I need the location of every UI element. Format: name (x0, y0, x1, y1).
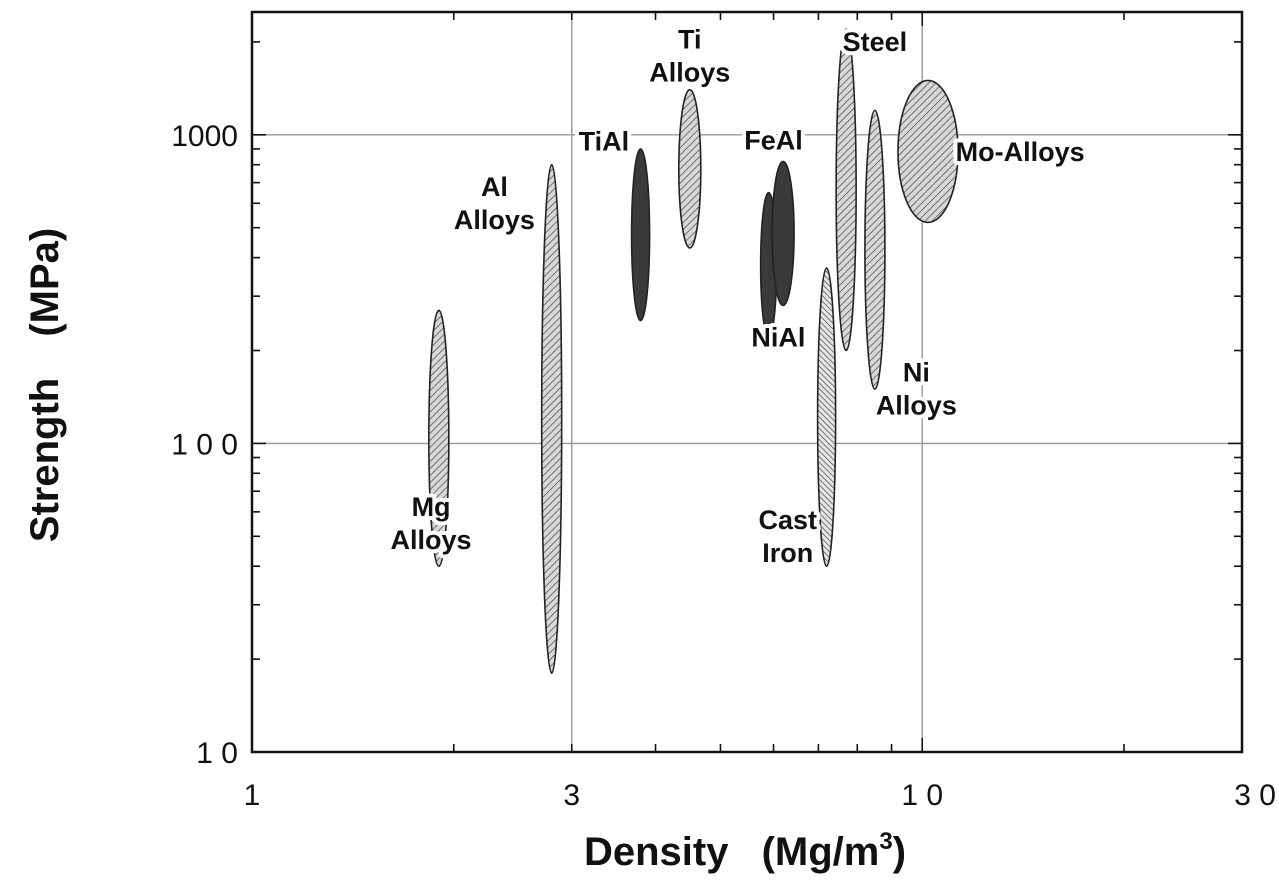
x-tick-label: 1 0 (901, 779, 943, 812)
y-tick-label: 1 0 0 (171, 428, 238, 461)
x-tick-label: 3 (563, 779, 580, 812)
gridlines (252, 12, 1242, 752)
region-al-alloys (540, 163, 563, 675)
region-label: NiAl (751, 323, 805, 353)
region-label-halo: FeAl (744, 125, 803, 155)
y-tick-label: 1 0 (196, 737, 238, 770)
region-label-halo: Mg (412, 492, 451, 522)
region-label: Al (481, 172, 508, 202)
axis-ticks (251, 12, 1243, 753)
x-axis-title: Density (Mg/m3) (584, 828, 906, 874)
region-label: Ti (678, 25, 702, 55)
x-tick-label: 1 (244, 779, 261, 812)
region-ni-alloys (864, 109, 886, 390)
region-mo-alloys (897, 79, 959, 224)
y-tick-label: 1000 (171, 120, 238, 153)
material-regions (428, 28, 959, 675)
region-label-halo: Mo-Alloys (956, 137, 1085, 167)
region-label: Mg (412, 492, 451, 522)
region-label: Iron (762, 538, 813, 568)
region-label-halo: Alloys (454, 205, 535, 235)
region-label-halo: Alloys (391, 525, 472, 555)
y-axis-title: Strength (MPa) (23, 228, 67, 542)
region-label: Cast (758, 505, 817, 535)
region-label: Mo-Alloys (956, 137, 1085, 167)
region-label: Alloys (391, 525, 472, 555)
region-label-halo: Alloys (649, 58, 730, 88)
region-label-halo: Al (481, 172, 508, 202)
region-label: Alloys (876, 391, 957, 421)
region-steel (835, 28, 857, 352)
region-label: Ni (903, 358, 930, 388)
region-mg-alloys (428, 309, 450, 568)
region-label-halo: TiAl (579, 127, 630, 157)
region-label: TiAl (579, 127, 630, 157)
region-labels: MgMgAlloysAlloysAlAlAlloysAlloysTiAlTiAl… (387, 21, 1089, 572)
region-label: FeAl (744, 125, 803, 155)
region-label: Steel (843, 27, 908, 57)
region-tial (630, 148, 651, 322)
region-label-halo: Ni (903, 358, 930, 388)
region-label-halo: Steel (843, 27, 908, 57)
region-label-halo: Cast (758, 505, 817, 535)
region-label: Alloys (454, 205, 535, 235)
plot-area-frame (250, 10, 1244, 754)
x-tick-label: 3 0 (1234, 779, 1276, 812)
region-ti-alloys (677, 88, 702, 249)
region-cast-iron (816, 267, 837, 568)
region-label-halo: Ti (678, 25, 702, 55)
region-feal (771, 160, 795, 307)
region-label: Alloys (649, 58, 730, 88)
region-label-halo: NiAl (751, 323, 805, 353)
region-label-halo: Iron (762, 538, 813, 568)
region-label-halo: Alloys (876, 391, 957, 421)
tick-labels: 1 3 1 0 3 0 1 0 1 0 0 1000 (171, 120, 1276, 812)
